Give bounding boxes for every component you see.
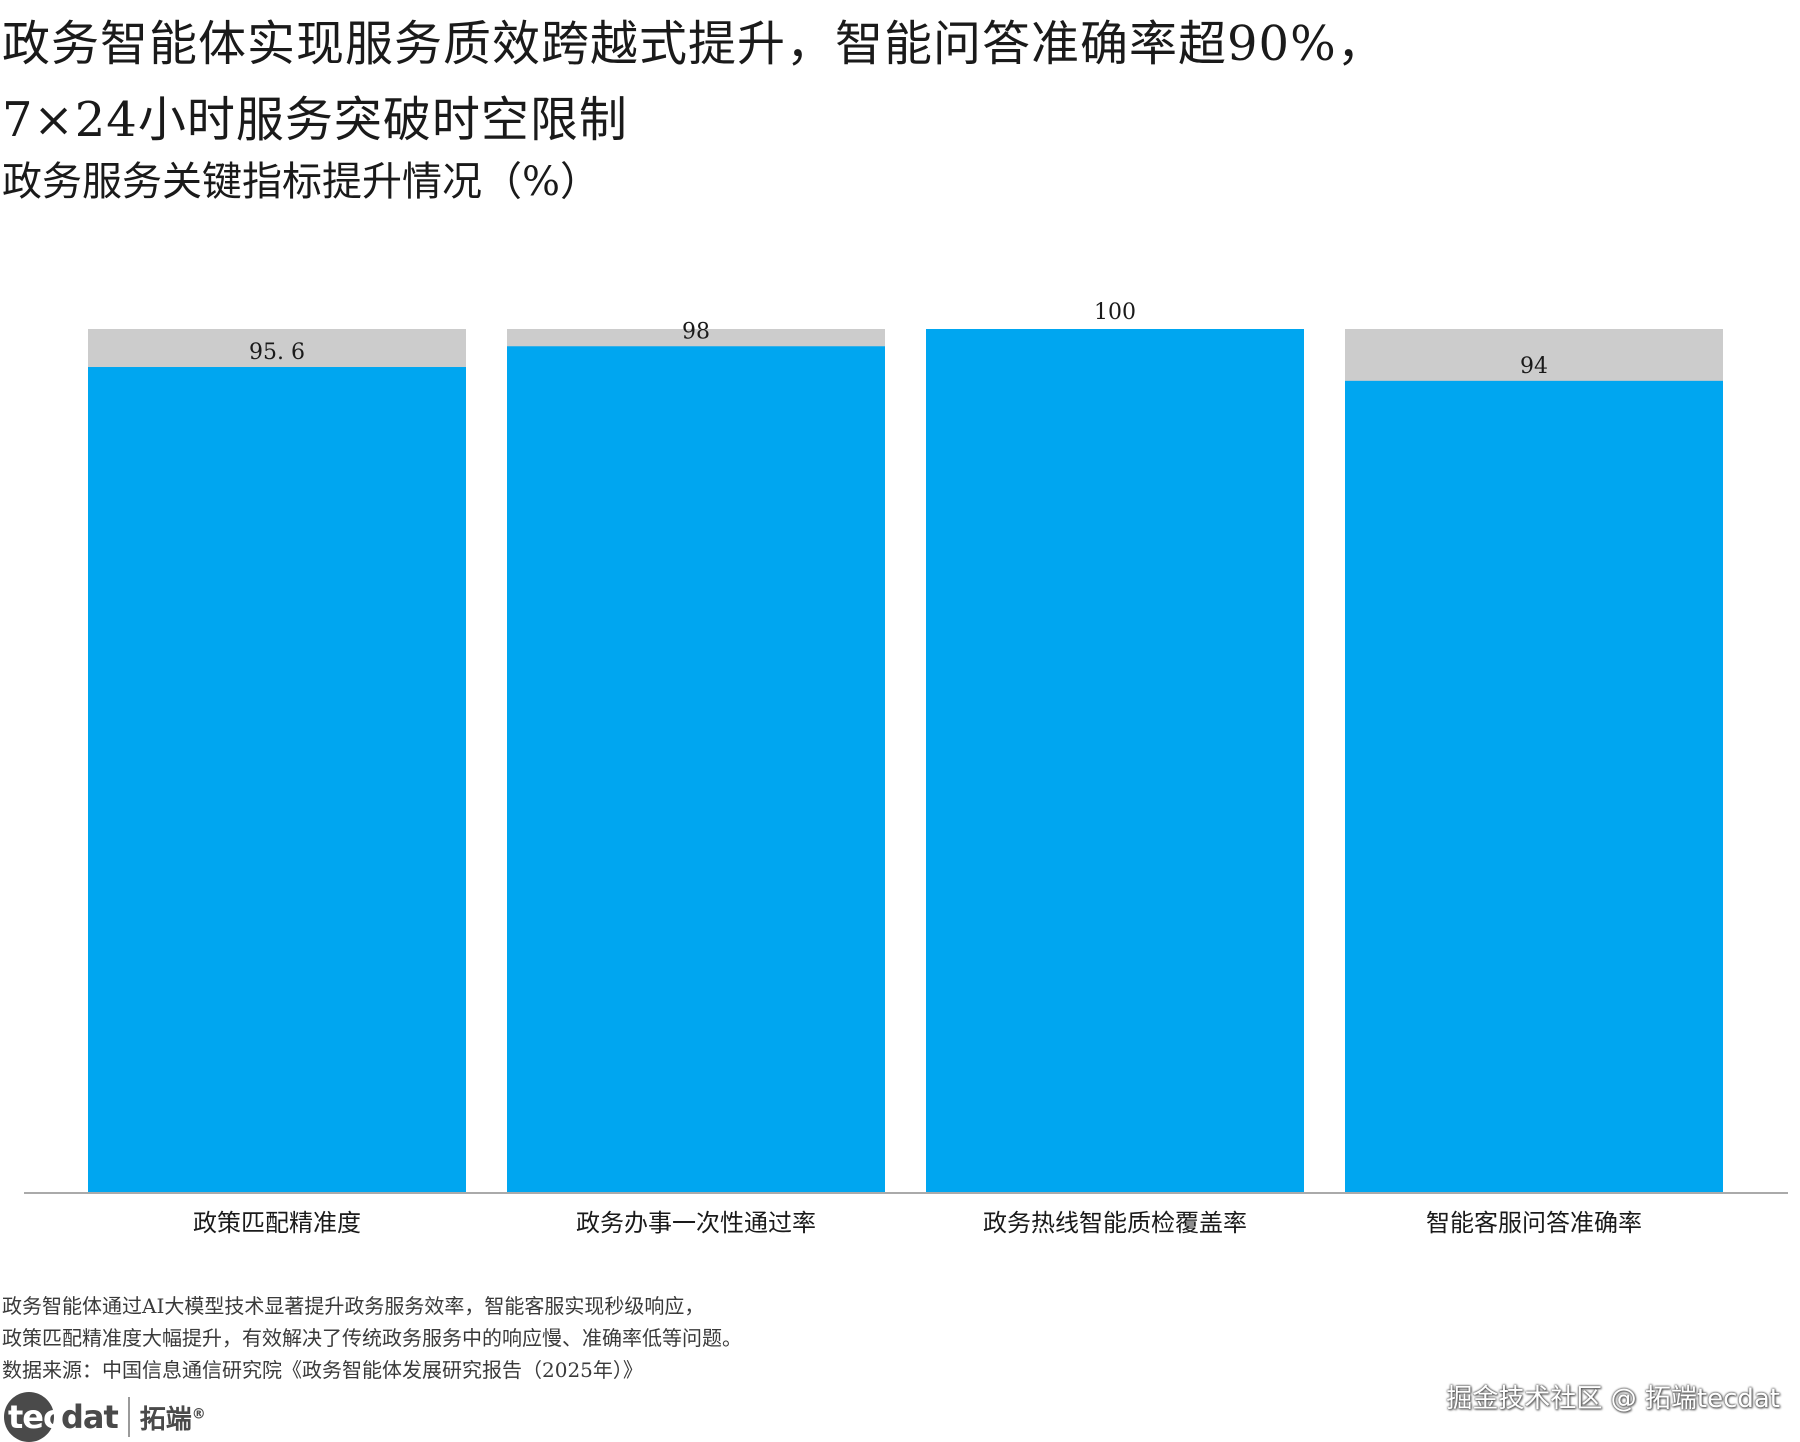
bar	[1345, 380, 1723, 1194]
logo-cn: 拓端®	[140, 1399, 206, 1436]
category-label: 智能客服问答准确率	[1426, 1209, 1642, 1237]
data-label: 94	[1520, 354, 1548, 379]
category-label: 政务热线智能质检覆盖率	[983, 1209, 1247, 1237]
logo-cn-text: 拓端	[139, 1404, 192, 1435]
bar	[926, 329, 1304, 1193]
category-label: 政策匹配精准度	[193, 1209, 361, 1237]
chart-subtitle: 政务服务关键指标提升情况（%）	[2, 159, 601, 205]
note-line-2: 政策匹配精准度大幅提升，有效解决了传统政务服务中的响应慢、准确率低等问题。	[2, 1326, 742, 1350]
chart-title: 政务智能体实现服务质效跨越式提升，智能问答准确率超90%， 7×24小时服务突破…	[2, 16, 1386, 148]
tecdat-logo: tecdat 拓端®	[4, 1392, 206, 1442]
bar	[507, 346, 885, 1193]
registered-mark: ®	[191, 1405, 206, 1422]
logo-prefix: tec	[8, 1398, 62, 1436]
logo-separator	[127, 1397, 130, 1437]
logo-circle-icon	[4, 1392, 54, 1442]
source-note: 数据来源：中国信息通信研究院《政务智能体发展研究报告（2025年）》	[2, 1358, 643, 1382]
logo-suffix: dat	[60, 1398, 119, 1436]
category-label: 政务办事一次性通过率	[576, 1209, 816, 1237]
watermark: 掘金技术社区 @ 拓端tecdat	[1446, 1384, 1780, 1414]
data-label: 95. 6	[249, 340, 305, 365]
data-label: 98	[682, 319, 710, 344]
bar	[88, 367, 466, 1193]
logo-word: tecdat	[4, 1398, 119, 1436]
data-label: 100	[1094, 300, 1136, 325]
note-line-1: 政务智能体通过AI大模型技术显著提升政务服务效率，智能客服实现秒级响应，	[2, 1294, 705, 1318]
chart-notes: 政务智能体通过AI大模型技术显著提升政务服务效率，智能客服实现秒级响应， 政策匹…	[2, 1290, 742, 1386]
